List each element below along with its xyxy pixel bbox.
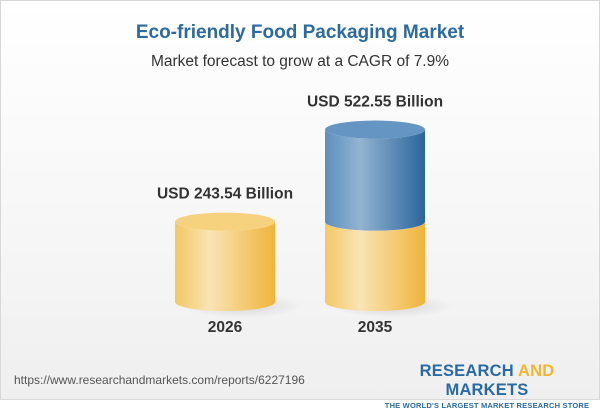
data-label: USD 243.54 Billion (157, 186, 293, 203)
infographic-frame (0, 0, 600, 400)
chart-subtitle: Market forecast to grow at a CAGR of 7.9… (150, 53, 450, 70)
source-url[interactable]: https://www.researchandmarkets.com/repor… (14, 373, 305, 387)
cylinder-base-segment (175, 221, 275, 311)
cylinder-top (175, 212, 275, 231)
logo-text: AND (518, 362, 555, 380)
cylinder-base-segment (325, 221, 425, 311)
cylinder-chart: USD 243.54 Billion 2026 USD 522.55 Billion… (157, 94, 453, 336)
logo-text: RESEARCH (419, 362, 518, 380)
logo-tagline: THE WORLD'S LARGEST MARKET RESEARCH STOR… (384, 401, 590, 410)
cylinder-top (325, 120, 425, 139)
logo-text: MARKETS (445, 381, 529, 399)
research-and-markets-logo: RESEARCH AND MARKETS THE WORLD'S LARGEST… (382, 362, 592, 410)
category-label: 2026 (208, 319, 243, 336)
cylinder-growth-segment (325, 129, 425, 231)
chart-title: Eco-friendly Food Packaging Market (135, 22, 465, 43)
category-label: 2035 (358, 319, 393, 336)
data-label: USD 522.55 Billion (307, 94, 443, 111)
